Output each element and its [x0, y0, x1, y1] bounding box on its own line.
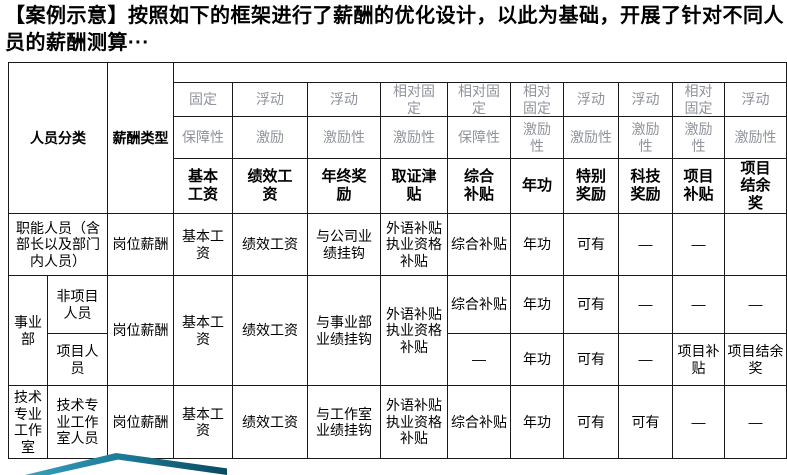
component-cell-special: 特别奖励 — [563, 158, 619, 215]
row-division-salary-type: 岗位薪酬 — [107, 275, 174, 387]
row-nonproject-project: — — [672, 275, 725, 335]
nature-cell-seniority: 激励性 — [510, 116, 564, 160]
volatility-cell-special: 浮动 — [563, 81, 619, 118]
row-studio-tech: 可有 — [618, 385, 673, 460]
salary-framework-table: 人员分类 薪酬类型 薪酬构成 固定 浮动 浮动 相对固定 相对固定 相对固定 浮… — [8, 61, 787, 460]
component-cell-seniority: 年功 — [510, 158, 564, 215]
row-project-project: 项目补贴 — [672, 333, 725, 387]
row-studio-basic: 基本工资 — [173, 385, 233, 460]
row-division-sub-project: 项目人员 — [47, 333, 108, 387]
row-studio-surplus: — — [724, 385, 787, 460]
row-studio-yearend: 与工作室业绩挂钩 — [307, 385, 381, 460]
row-studio-salary-type: 岗位薪酬 — [107, 385, 174, 460]
row-functional-comprehensive: 综合补贴 — [447, 213, 511, 277]
row-project-comprehensive: — — [447, 333, 511, 387]
nature-cell-tech: 激励性 — [618, 116, 673, 160]
nature-cell-comprehensive: 保障性 — [447, 116, 511, 160]
volatility-cell-yearend: 浮动 — [307, 81, 381, 118]
component-cell-yearend: 年终奖励 — [307, 158, 381, 215]
row-project-seniority: 年功 — [510, 333, 564, 387]
component-cell-tech: 科技奖励 — [618, 158, 673, 215]
row-division-yearend: 与事业部业绩挂钩 — [307, 275, 381, 387]
nature-cell-performance: 激励 — [232, 116, 308, 160]
nature-cell-project: 激励性 — [672, 116, 725, 160]
volatility-cell-project: 相对固定 — [672, 81, 725, 118]
component-cell-certificate: 取证津贴 — [380, 158, 448, 215]
component-cell-performance: 绩效工资 — [232, 158, 308, 215]
salary-type-header: 薪酬类型 — [107, 61, 174, 215]
row-functional-salary-type: 岗位薪酬 — [107, 213, 174, 277]
nature-cell-certificate: 激励性 — [380, 116, 448, 160]
volatility-cell-surplus: 浮动 — [724, 81, 787, 118]
row-division-group: 事业部 — [8, 275, 48, 387]
row-studio-group: 技术专业工作室 — [8, 385, 48, 460]
row-studio-performance: 绩效工资 — [232, 385, 308, 460]
volatility-cell-comprehensive: 相对固定 — [447, 81, 511, 118]
row-functional-surplus — [724, 213, 787, 277]
row-nonproject-tech: — — [618, 275, 673, 335]
row-functional-seniority: 年功 — [510, 213, 564, 277]
row-functional-group: 职能人员（含部长以及部门内人员） — [8, 213, 108, 277]
row-division-certificate: 外语补贴执业资格补贴 — [380, 275, 448, 387]
nature-cell-surplus: 激励性 — [724, 116, 787, 160]
row-studio-special: 可有 — [563, 385, 619, 460]
row-studio-seniority: 年功 — [510, 385, 564, 460]
row-functional-special: 可有 — [563, 213, 619, 277]
volatility-cell-basic: 固定 — [173, 81, 233, 118]
row-functional-certificate: 外语补贴执业资格补贴 — [380, 213, 448, 277]
volatility-cell-performance: 浮动 — [232, 81, 308, 118]
row-studio-certificate: 外语补贴执业资格补贴 — [380, 385, 448, 460]
component-cell-comprehensive: 综合补贴 — [447, 158, 511, 215]
row-functional-yearend: 与公司业绩挂钩 — [307, 213, 381, 277]
volatility-cell-certificate: 相对固定 — [380, 81, 448, 118]
row-functional-performance: 绩效工资 — [232, 213, 308, 277]
row-functional-tech: — — [618, 213, 673, 277]
volatility-cell-seniority: 相对固定 — [510, 81, 564, 118]
row-division-performance: 绩效工资 — [232, 275, 308, 387]
nature-cell-basic: 保障性 — [173, 116, 233, 160]
row-project-surplus: 项目结余奖 — [724, 333, 787, 387]
composition-header: 薪酬构成 — [173, 62, 787, 83]
row-division-sub-nonproject: 非项目人员 — [47, 275, 108, 335]
nature-cell-yearend: 激励性 — [307, 116, 381, 160]
personnel-class-header: 人员分类 — [8, 61, 108, 215]
row-studio-sub: 技术专业工作室人员 — [47, 385, 108, 460]
component-cell-surplus: 项目结余奖 — [724, 158, 787, 215]
component-cell-basic: 基本工资 — [173, 158, 233, 215]
row-project-tech: — — [618, 333, 673, 387]
row-functional-project: — — [672, 213, 725, 277]
row-nonproject-special: 可有 — [563, 275, 619, 335]
row-nonproject-surplus: — — [724, 275, 787, 335]
row-studio-comprehensive: 综合补贴 — [447, 385, 511, 460]
page-title: 【案例示意】按照如下的框架进行了薪酬的优化设计，以此为基础，开展了针对不同人员的… — [5, 5, 784, 54]
row-studio-project: — — [672, 385, 725, 460]
row-functional-basic: 基本工资 — [173, 213, 233, 277]
component-cell-project: 项目补贴 — [672, 158, 725, 215]
row-division-basic: 基本工资 — [173, 275, 233, 387]
volatility-cell-tech: 浮动 — [618, 81, 673, 118]
nature-cell-special: 激励性 — [563, 116, 619, 160]
row-project-special: 可有 — [563, 333, 619, 387]
row-nonproject-comprehensive: 综合补贴 — [447, 275, 511, 335]
row-nonproject-seniority: 年功 — [510, 275, 564, 335]
